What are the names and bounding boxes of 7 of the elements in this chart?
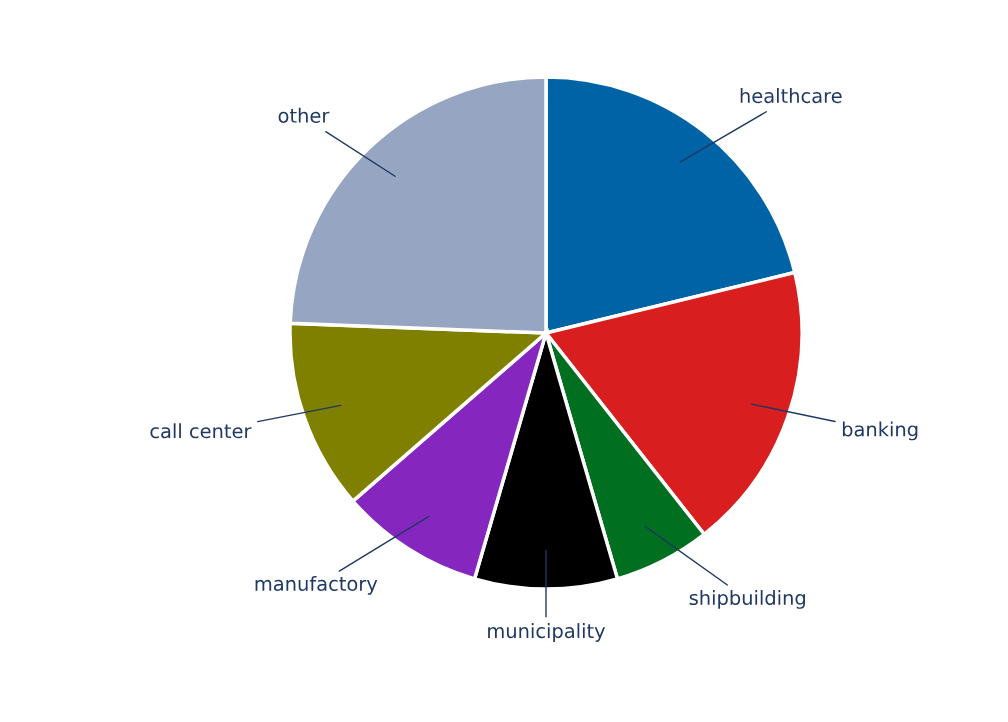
- slice-label: banking: [842, 421, 918, 441]
- slice-label: healthcare: [740, 88, 842, 104]
- slice-label: call center: [150, 423, 252, 439]
- slice-label: shipbuilding: [689, 590, 805, 609]
- slice-label: municipality: [488, 623, 606, 642]
- slice-label: manufactory: [255, 575, 378, 595]
- slice-label: other: [278, 107, 330, 123]
